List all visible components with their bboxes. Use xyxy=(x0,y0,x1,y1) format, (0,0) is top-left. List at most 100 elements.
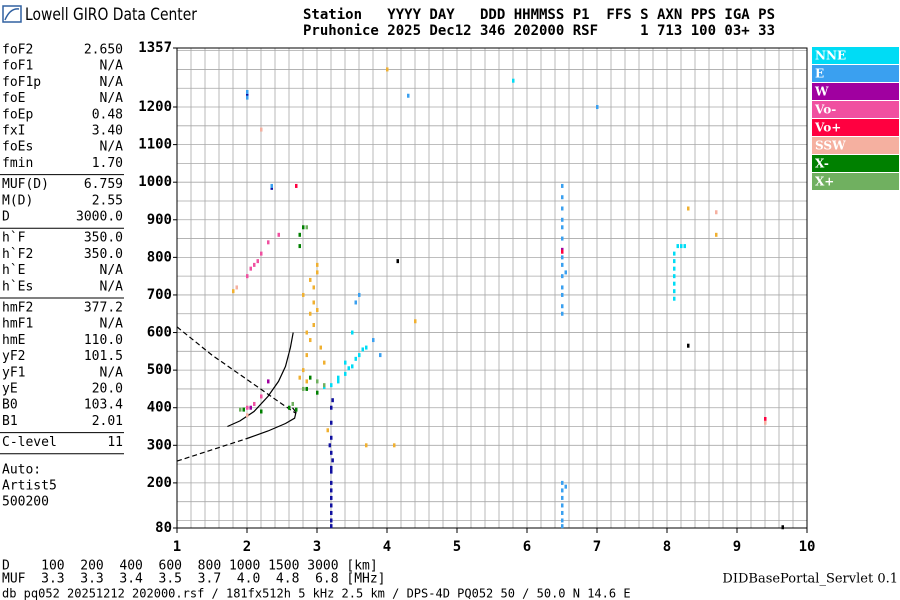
param-value: 20.0 xyxy=(92,382,123,397)
echo-point xyxy=(561,480,564,485)
echo-point xyxy=(330,383,333,388)
param-name: foF2 xyxy=(2,43,33,58)
echo-point xyxy=(260,251,263,256)
echo-point xyxy=(361,347,364,352)
echo-point xyxy=(561,304,564,309)
param-name: h`F2 xyxy=(2,247,33,262)
param-name: yF1 xyxy=(2,365,25,380)
header-labels: Station YYYY DAY DDD HHMMSS P1 FFS S AXN… xyxy=(303,7,775,23)
param-value: 377.2 xyxy=(84,301,123,316)
y-tick-label: 800 xyxy=(147,249,172,265)
echo-point xyxy=(561,249,564,254)
echo-point xyxy=(330,518,333,523)
echo-point xyxy=(344,371,347,376)
echo-point xyxy=(365,443,368,448)
param-value: 101.5 xyxy=(84,349,123,364)
legend-swatch xyxy=(812,137,899,154)
echo-point xyxy=(561,510,564,515)
y-tick-label: 200 xyxy=(147,475,172,491)
echo-point xyxy=(561,274,564,279)
echo-point xyxy=(673,296,676,301)
echo-point xyxy=(270,183,273,188)
echo-point xyxy=(564,484,567,489)
echo-point xyxy=(316,270,319,275)
echo-point xyxy=(512,78,515,83)
echo-point xyxy=(561,255,564,260)
param-name: B0 xyxy=(2,398,18,413)
param-name: hmF2 xyxy=(2,301,33,316)
legend-swatch xyxy=(812,83,899,100)
echo-point xyxy=(358,292,361,297)
param-value: N/A xyxy=(100,59,124,74)
echo-point xyxy=(309,311,312,316)
echo-point xyxy=(386,67,389,72)
y-tick-label: 900 xyxy=(147,212,172,228)
echo-point xyxy=(312,300,315,305)
param-value: N/A xyxy=(100,75,124,90)
echo-point xyxy=(253,401,256,406)
param-name: foF1p xyxy=(2,75,41,90)
legend-label: Vo- xyxy=(814,103,836,117)
param-value: 11 xyxy=(107,435,123,450)
y-tick-label: 400 xyxy=(147,400,172,416)
echo-point xyxy=(337,375,340,380)
echo-point xyxy=(305,225,308,230)
legend-swatch xyxy=(812,173,899,190)
legend-label: E xyxy=(815,67,824,81)
model-curve xyxy=(176,437,248,462)
param-name: M(D) xyxy=(2,193,33,208)
echo-point xyxy=(687,343,690,348)
echo-point xyxy=(323,383,326,388)
echo-point xyxy=(564,270,567,275)
echo-point xyxy=(561,217,564,222)
header-values: Pruhonice 2025 Dec12 346 202000 RSF 1 71… xyxy=(303,23,775,39)
echo-point xyxy=(260,127,263,132)
param-value: 6.759 xyxy=(84,177,123,192)
echo-point xyxy=(781,525,784,530)
echo-point xyxy=(561,225,564,230)
echo-point xyxy=(305,386,308,391)
echo-point xyxy=(302,292,305,297)
param-name: hmF1 xyxy=(2,317,33,332)
echo-point xyxy=(295,407,298,412)
x-tick-label: 3 xyxy=(313,539,321,555)
x-tick-label: 2 xyxy=(243,539,251,555)
echo-point xyxy=(305,379,308,384)
param-value: 2.55 xyxy=(92,193,123,208)
legend-swatch xyxy=(812,119,899,136)
echo-point xyxy=(246,405,249,410)
echo-point xyxy=(354,356,357,361)
param-value: 2.01 xyxy=(92,414,123,429)
echo-point xyxy=(414,319,417,324)
muf-row: MUF 3.3 3.3 3.4 3.5 3.7 4.0 4.8 6.8 [MHz… xyxy=(2,572,386,587)
echo-point xyxy=(316,307,319,312)
param-name: MUF(D) xyxy=(2,177,49,192)
legend-label: W xyxy=(814,85,829,99)
echo-point xyxy=(298,232,301,237)
param-value: 103.4 xyxy=(84,398,123,413)
echo-point xyxy=(309,338,312,343)
echo-point xyxy=(561,262,564,267)
echo-point xyxy=(260,409,263,414)
param-value: 1.70 xyxy=(92,156,123,171)
echo-point xyxy=(687,206,690,211)
plot-frame xyxy=(176,47,808,529)
echo-point xyxy=(302,368,305,373)
param-value: 2.650 xyxy=(84,43,123,58)
echo-point xyxy=(561,503,564,508)
echo-point xyxy=(715,232,718,237)
echo-point xyxy=(561,236,564,241)
echo-point xyxy=(309,375,312,380)
echo-point xyxy=(330,465,333,470)
y-tick-label: 1200 xyxy=(138,99,172,115)
y-tick-label: 300 xyxy=(147,437,172,453)
legend-swatch xyxy=(812,65,899,82)
param-value: 3.40 xyxy=(92,124,123,139)
echo-point xyxy=(561,183,564,188)
param-value: N/A xyxy=(100,317,124,332)
echo-point xyxy=(330,450,333,455)
site-title: Lowell GIRO Data Center xyxy=(25,5,197,25)
x-tick-label: 6 xyxy=(523,539,531,555)
echo-point xyxy=(680,244,683,249)
echo-point xyxy=(764,420,767,425)
